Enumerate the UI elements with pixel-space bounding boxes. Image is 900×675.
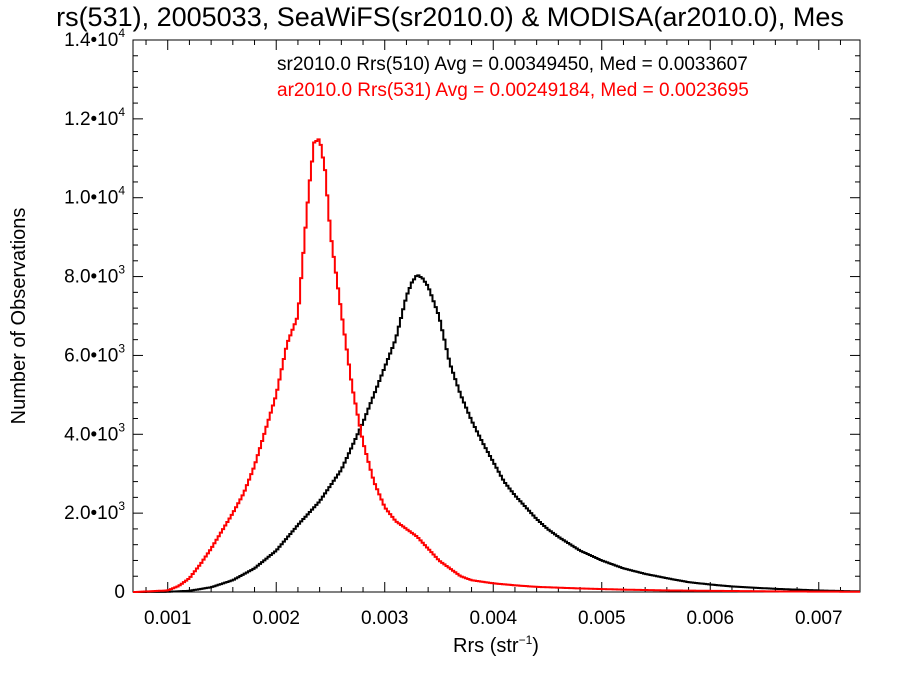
y-tick-label-base: 8.0•10 — [64, 267, 118, 288]
y-tick-label-base: 6.0•10 — [64, 345, 118, 366]
y-tick-label: 8.0•103 — [64, 263, 125, 288]
y-tick-label-base: 1.0•10 — [64, 188, 118, 209]
y-tick-label-exponent: 3 — [118, 263, 125, 277]
y-tick-label: 4.0•103 — [64, 420, 125, 445]
x-axis-label-exponent: −1 — [519, 633, 533, 647]
y-tick-label-exponent: 3 — [118, 499, 125, 513]
x-axis-label-main: Rrs (str — [453, 635, 519, 657]
y-tick-label-exponent: 4 — [118, 26, 125, 40]
series-line-red — [133, 138, 860, 593]
y-tick-label: 1.0•104 — [64, 184, 125, 209]
y-tick-label-exponent: 3 — [118, 420, 125, 434]
series-line-black — [133, 274, 860, 593]
y-tick-label-exponent: 4 — [118, 184, 125, 198]
y-axis-label: Number of Observations — [8, 208, 30, 425]
y-tick-label: 0 — [114, 582, 125, 603]
y-tick-label: 1.2•104 — [64, 105, 125, 130]
axis-ticks: 0.001 0.002 0.003 0.004 0.005 0.006 0.007 0 2.0•… — [64, 26, 860, 629]
y-tick-label-exponent: 4 — [118, 105, 125, 119]
legend-entry-black: sr2010.0 Rrs(510) Avg = 0.00349450, Med … — [277, 54, 748, 75]
x-tick-label: 0.006 — [686, 608, 734, 629]
x-tick-label: 0.005 — [578, 608, 626, 629]
y-tick-label: 1.4•104 — [64, 26, 125, 51]
y-tick-label-base: 2.0•10 — [64, 503, 118, 524]
plot-frame — [132, 39, 861, 593]
y-tick-label-base: 4.0•10 — [64, 424, 118, 445]
x-tick-label: 0.002 — [252, 608, 300, 629]
y-tick-label: 6.0•103 — [64, 341, 125, 366]
data-series — [133, 138, 860, 593]
legend-entry-red: ar2010.0 Rrs(531) Avg = 0.00249184, Med … — [277, 80, 749, 101]
x-axis-label: Rrs (str−1) — [453, 633, 539, 657]
x-axis-label-close: ) — [532, 635, 539, 657]
x-tick-label: 0.004 — [469, 608, 517, 629]
x-tick-label: 0.001 — [144, 608, 192, 629]
x-tick-label: 0.007 — [795, 608, 843, 629]
x-tick-label: 0.003 — [361, 608, 409, 629]
y-tick-label: 2.0•103 — [64, 499, 125, 524]
y-tick-label-base: 1.4•10 — [64, 30, 118, 51]
y-tick-label-base: 0 — [114, 582, 125, 603]
y-tick-label-base: 1.2•10 — [64, 109, 118, 130]
y-tick-label-exponent: 3 — [118, 341, 125, 355]
chart-title: rs(531), 2005033, SeaWiFS(sr2010.0) & MO… — [56, 2, 844, 32]
